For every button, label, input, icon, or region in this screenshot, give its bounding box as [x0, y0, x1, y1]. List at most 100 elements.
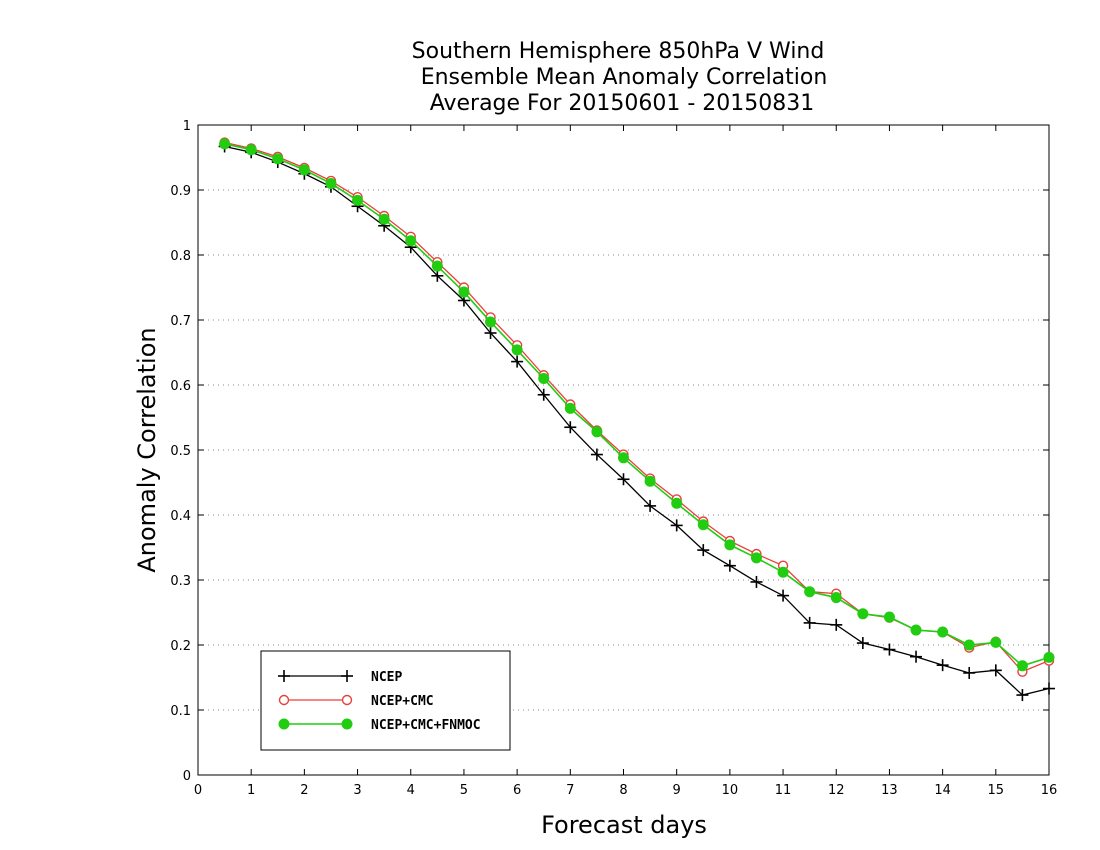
data-point-filled-circle [591, 426, 603, 438]
x-tick-label: 1 [247, 783, 255, 798]
chart-title-line-3: Average For 20150601 - 20150831 [430, 91, 815, 116]
data-point-filled-circle [298, 164, 310, 176]
data-point-filled-circle [272, 153, 284, 165]
data-point-filled-circle [431, 260, 443, 272]
series-line [224, 141, 1050, 673]
legend-entry: NCEP [278, 670, 402, 685]
y-tick-label: 0.9 [170, 184, 191, 199]
x-tick-label: 2 [300, 783, 308, 798]
data-point-plus [1043, 682, 1055, 695]
series-ncep-cmc [219, 137, 1055, 677]
chart-title-line-1: Southern Hemisphere 850hPa V Wind [412, 39, 825, 64]
data-point-plus [537, 388, 550, 401]
data-point-filled-circle [724, 539, 736, 551]
data-point-filled-circle [405, 235, 417, 247]
chart-title: Southern Hemisphere 850hPa V Wind Ensemb… [412, 39, 828, 116]
y-axis-title: Anomaly Correlation [133, 327, 161, 572]
x-tick-label: 3 [353, 783, 361, 798]
chart-title-line-2: Ensemble Mean Anomaly Correlation [421, 65, 828, 90]
data-point-filled-circle [325, 178, 337, 189]
y-tick-label: 1 [183, 119, 191, 134]
data-point-filled-circle [341, 718, 353, 730]
data-point-filled-circle [697, 519, 709, 531]
x-tick-label: 4 [407, 783, 415, 798]
legend-items: NCEP NCEP+CMC NCEP+CMC+FNMOC [278, 670, 481, 733]
x-tick-label: 11 [775, 783, 792, 798]
x-tick-label: 9 [673, 783, 681, 798]
x-tick-label: 5 [460, 783, 468, 798]
data-point-filled-circle [458, 286, 470, 298]
y-tick-label: 0.3 [170, 574, 191, 589]
data-point-plus [883, 643, 896, 656]
data-point-filled-circle [644, 475, 656, 487]
data-point-plus [617, 473, 630, 486]
data-point-filled-circle [750, 552, 762, 564]
legend-label: NCEP+CMC [371, 694, 434, 709]
data-point-filled-circle [963, 639, 975, 651]
data-point-plus [723, 559, 736, 572]
data-point-filled-circle [511, 344, 523, 356]
legend-entry: NCEP+CMC [278, 694, 434, 709]
x-axis-ticks: 0 1 2 3 4 5 6 7 8 9 10 11 12 13 14 15 16 [194, 125, 1057, 798]
series-line [224, 145, 1050, 696]
data-point-plus [670, 519, 683, 532]
legend-label: NCEP+CMC+FNMOC [371, 718, 481, 733]
x-tick-label: 16 [1041, 783, 1058, 798]
data-point-filled-circle [564, 402, 576, 414]
data-point-filled-circle [937, 626, 949, 638]
x-tick-label: 0 [194, 783, 202, 798]
data-point-filled-circle [883, 611, 895, 623]
series-layer [218, 137, 1055, 702]
data-point-filled-circle [538, 373, 550, 384]
data-point-filled-circle [777, 566, 789, 578]
data-point-plus [989, 664, 1002, 677]
data-point-filled-circle [219, 138, 231, 150]
data-point-filled-circle [245, 144, 257, 156]
data-point-filled-circle [671, 497, 683, 509]
data-point-filled-circle [618, 452, 629, 464]
data-point-open-circle [278, 694, 290, 706]
y-tick-label: 0.8 [170, 249, 191, 264]
data-point-filled-circle [1043, 651, 1055, 663]
data-point-filled-circle [278, 718, 290, 730]
y-tick-label: 0.4 [170, 509, 191, 524]
data-point-filled-circle [1016, 660, 1028, 672]
data-point-plus [431, 269, 444, 282]
data-point-filled-circle [830, 592, 842, 604]
data-point-plus [830, 618, 843, 631]
x-tick-label: 8 [619, 783, 627, 798]
data-point-plus [963, 666, 976, 679]
x-tick-label: 14 [934, 783, 951, 798]
data-point-filled-circle [990, 636, 1002, 648]
x-tick-label: 10 [722, 783, 739, 798]
x-tick-label: 6 [513, 783, 521, 798]
x-tick-label: 7 [566, 783, 574, 798]
data-point-plus [803, 616, 816, 629]
y-tick-label: 0.1 [170, 704, 191, 719]
data-point-plus [1016, 689, 1029, 702]
series-ncep-cmc-fnmoc [219, 138, 1055, 672]
data-point-filled-circle [352, 194, 364, 206]
data-point-filled-circle [378, 213, 390, 225]
legend-entry: NCEP+CMC+FNMOC [278, 718, 481, 733]
y-tick-label: 0.5 [170, 444, 191, 459]
data-point-plus [697, 544, 710, 557]
legend: NCEP NCEP+CMC NCEP+CMC+FNMOC [260, 650, 511, 751]
legend-label: NCEP [371, 670, 402, 685]
data-point-plus [644, 499, 657, 512]
data-point-plus [511, 355, 524, 368]
data-point-plus [341, 670, 353, 682]
y-tick-label: 0.7 [170, 314, 191, 329]
data-point-plus [564, 421, 577, 434]
data-point-plus [484, 327, 497, 339]
data-point-filled-circle [857, 608, 869, 620]
data-point-plus [856, 637, 869, 650]
x-tick-label: 12 [828, 783, 845, 798]
x-tick-label: 15 [988, 783, 1005, 798]
x-tick-label: 13 [881, 783, 898, 798]
data-point-filled-circle [804, 586, 816, 598]
data-point-plus [910, 650, 923, 663]
x-axis-title: Forecast days [541, 811, 707, 839]
y-tick-label: 0 [183, 769, 191, 784]
